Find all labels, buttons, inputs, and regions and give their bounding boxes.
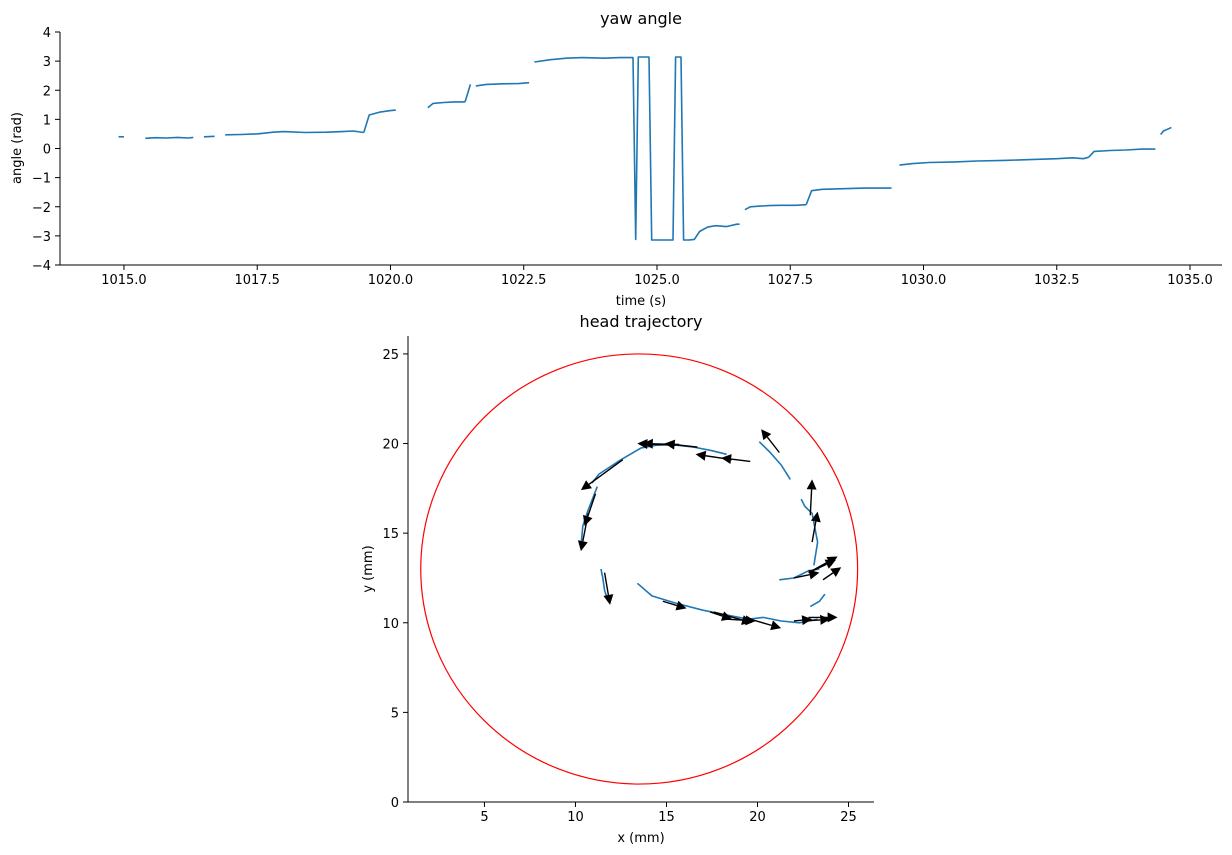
heading-arrow bbox=[577, 513, 589, 552]
x-tick-label: 1020.0 bbox=[368, 273, 414, 288]
x-tick-label: 25 bbox=[840, 810, 857, 825]
heading-arrow bbox=[726, 615, 756, 626]
y-axis-label: angle (rad) bbox=[10, 112, 25, 184]
heading-arrow bbox=[750, 618, 782, 631]
x-tick-label: 1017.5 bbox=[234, 273, 280, 288]
trajectory-segment bbox=[636, 582, 818, 624]
chart-title: head trajectory bbox=[580, 312, 703, 331]
yaw-series-segment bbox=[203, 135, 215, 138]
heading-arrow bbox=[806, 479, 817, 516]
yaw-series-segment bbox=[1160, 126, 1172, 135]
head-trajectory-chart: head trajectory 5 10 15 20 25 0 5 10 15 20 25 x (… bbox=[361, 312, 874, 846]
heading-arrow bbox=[580, 459, 624, 491]
y-tick-label: 25 bbox=[382, 348, 399, 363]
y-tick-label: 3 bbox=[43, 55, 51, 70]
yaw-series-segment bbox=[427, 101, 466, 109]
y-axis-label: y (mm) bbox=[361, 545, 376, 592]
y-tick-label: 1 bbox=[43, 113, 51, 128]
heading-arrow bbox=[793, 569, 820, 580]
heading-arrows bbox=[577, 429, 842, 631]
y-tick-label: −2 bbox=[32, 201, 51, 216]
y-tick-label: 5 bbox=[391, 706, 399, 721]
heading-arrow bbox=[603, 572, 614, 605]
y-tick-label: 15 bbox=[382, 527, 399, 542]
x-axis-ticks: 5 10 15 20 25 bbox=[480, 802, 857, 825]
x-tick-label: 1015.0 bbox=[101, 273, 147, 288]
x-axis-ticks: 1015.0 1017.5 1020.0 1022.5 1025.0 1027.5 1030… bbox=[101, 265, 1213, 288]
y-tick-label: 20 bbox=[382, 438, 399, 453]
trajectory-segment bbox=[800, 498, 819, 566]
y-tick-label: 10 bbox=[382, 617, 399, 632]
x-tick-label: 5 bbox=[480, 810, 488, 825]
x-tick-label: 1030.0 bbox=[901, 273, 947, 288]
yaw-series-segment bbox=[363, 109, 396, 133]
trajectory-segment bbox=[758, 441, 791, 480]
yaw-series-segment bbox=[464, 84, 472, 103]
arena-boundary bbox=[420, 353, 859, 785]
chart-title: yaw angle bbox=[600, 9, 682, 28]
x-tick-label: 1032.5 bbox=[1034, 273, 1080, 288]
x-tick-label: 1027.5 bbox=[767, 273, 813, 288]
y-axis-ticks: −4 −3 −2 −1 0 1 2 3 4 bbox=[32, 26, 60, 274]
x-tick-label: 1022.5 bbox=[501, 273, 547, 288]
yaw-series-segment bbox=[899, 156, 1089, 166]
trajectory-segment bbox=[591, 443, 727, 484]
heading-arrow bbox=[721, 454, 751, 465]
arena-circle bbox=[420, 353, 859, 785]
x-tick-label: 20 bbox=[749, 810, 766, 825]
y-tick-label: 0 bbox=[391, 796, 399, 811]
heading-arrow bbox=[583, 493, 597, 526]
yaw-series-segment bbox=[534, 56, 740, 241]
trajectory-segment bbox=[809, 593, 826, 608]
y-axis-ticks: 0 5 10 15 20 25 bbox=[382, 348, 408, 811]
x-axis-label: x (mm) bbox=[617, 831, 664, 846]
yaw-angle-chart: yaw angle 1015.0 1017.5 1020.0 1022.5 1025.0… bbox=[10, 9, 1222, 309]
yaw-series-segment bbox=[805, 187, 892, 205]
heading-arrow bbox=[808, 612, 838, 623]
heading-arrow bbox=[761, 429, 780, 453]
x-tick-label: 1025.0 bbox=[634, 273, 680, 288]
x-axis-label: time (s) bbox=[616, 294, 666, 309]
y-tick-label: −3 bbox=[32, 230, 51, 245]
yaw-series-segment bbox=[145, 136, 194, 140]
heading-arrow bbox=[822, 567, 842, 581]
x-tick-label: 10 bbox=[567, 810, 584, 825]
yaw-series-segment bbox=[225, 130, 364, 136]
y-tick-label: −1 bbox=[32, 172, 51, 187]
yaw-series-segment bbox=[744, 203, 807, 211]
heading-arrow bbox=[811, 556, 838, 572]
yaw-series-segment bbox=[475, 81, 530, 87]
heading-arrow bbox=[810, 511, 821, 543]
y-tick-label: −4 bbox=[32, 259, 51, 274]
heading-arrow bbox=[662, 600, 687, 611]
y-tick-label: 0 bbox=[43, 143, 51, 158]
x-tick-label: 15 bbox=[658, 810, 675, 825]
x-tick-label: 1035.0 bbox=[1167, 273, 1213, 288]
series-lines bbox=[118, 56, 1172, 241]
y-tick-label: 4 bbox=[43, 26, 51, 41]
y-tick-label: 2 bbox=[43, 84, 51, 99]
heading-arrow bbox=[637, 439, 676, 450]
yaw-series-segment bbox=[1088, 148, 1156, 158]
trajectory-lines bbox=[580, 441, 826, 624]
